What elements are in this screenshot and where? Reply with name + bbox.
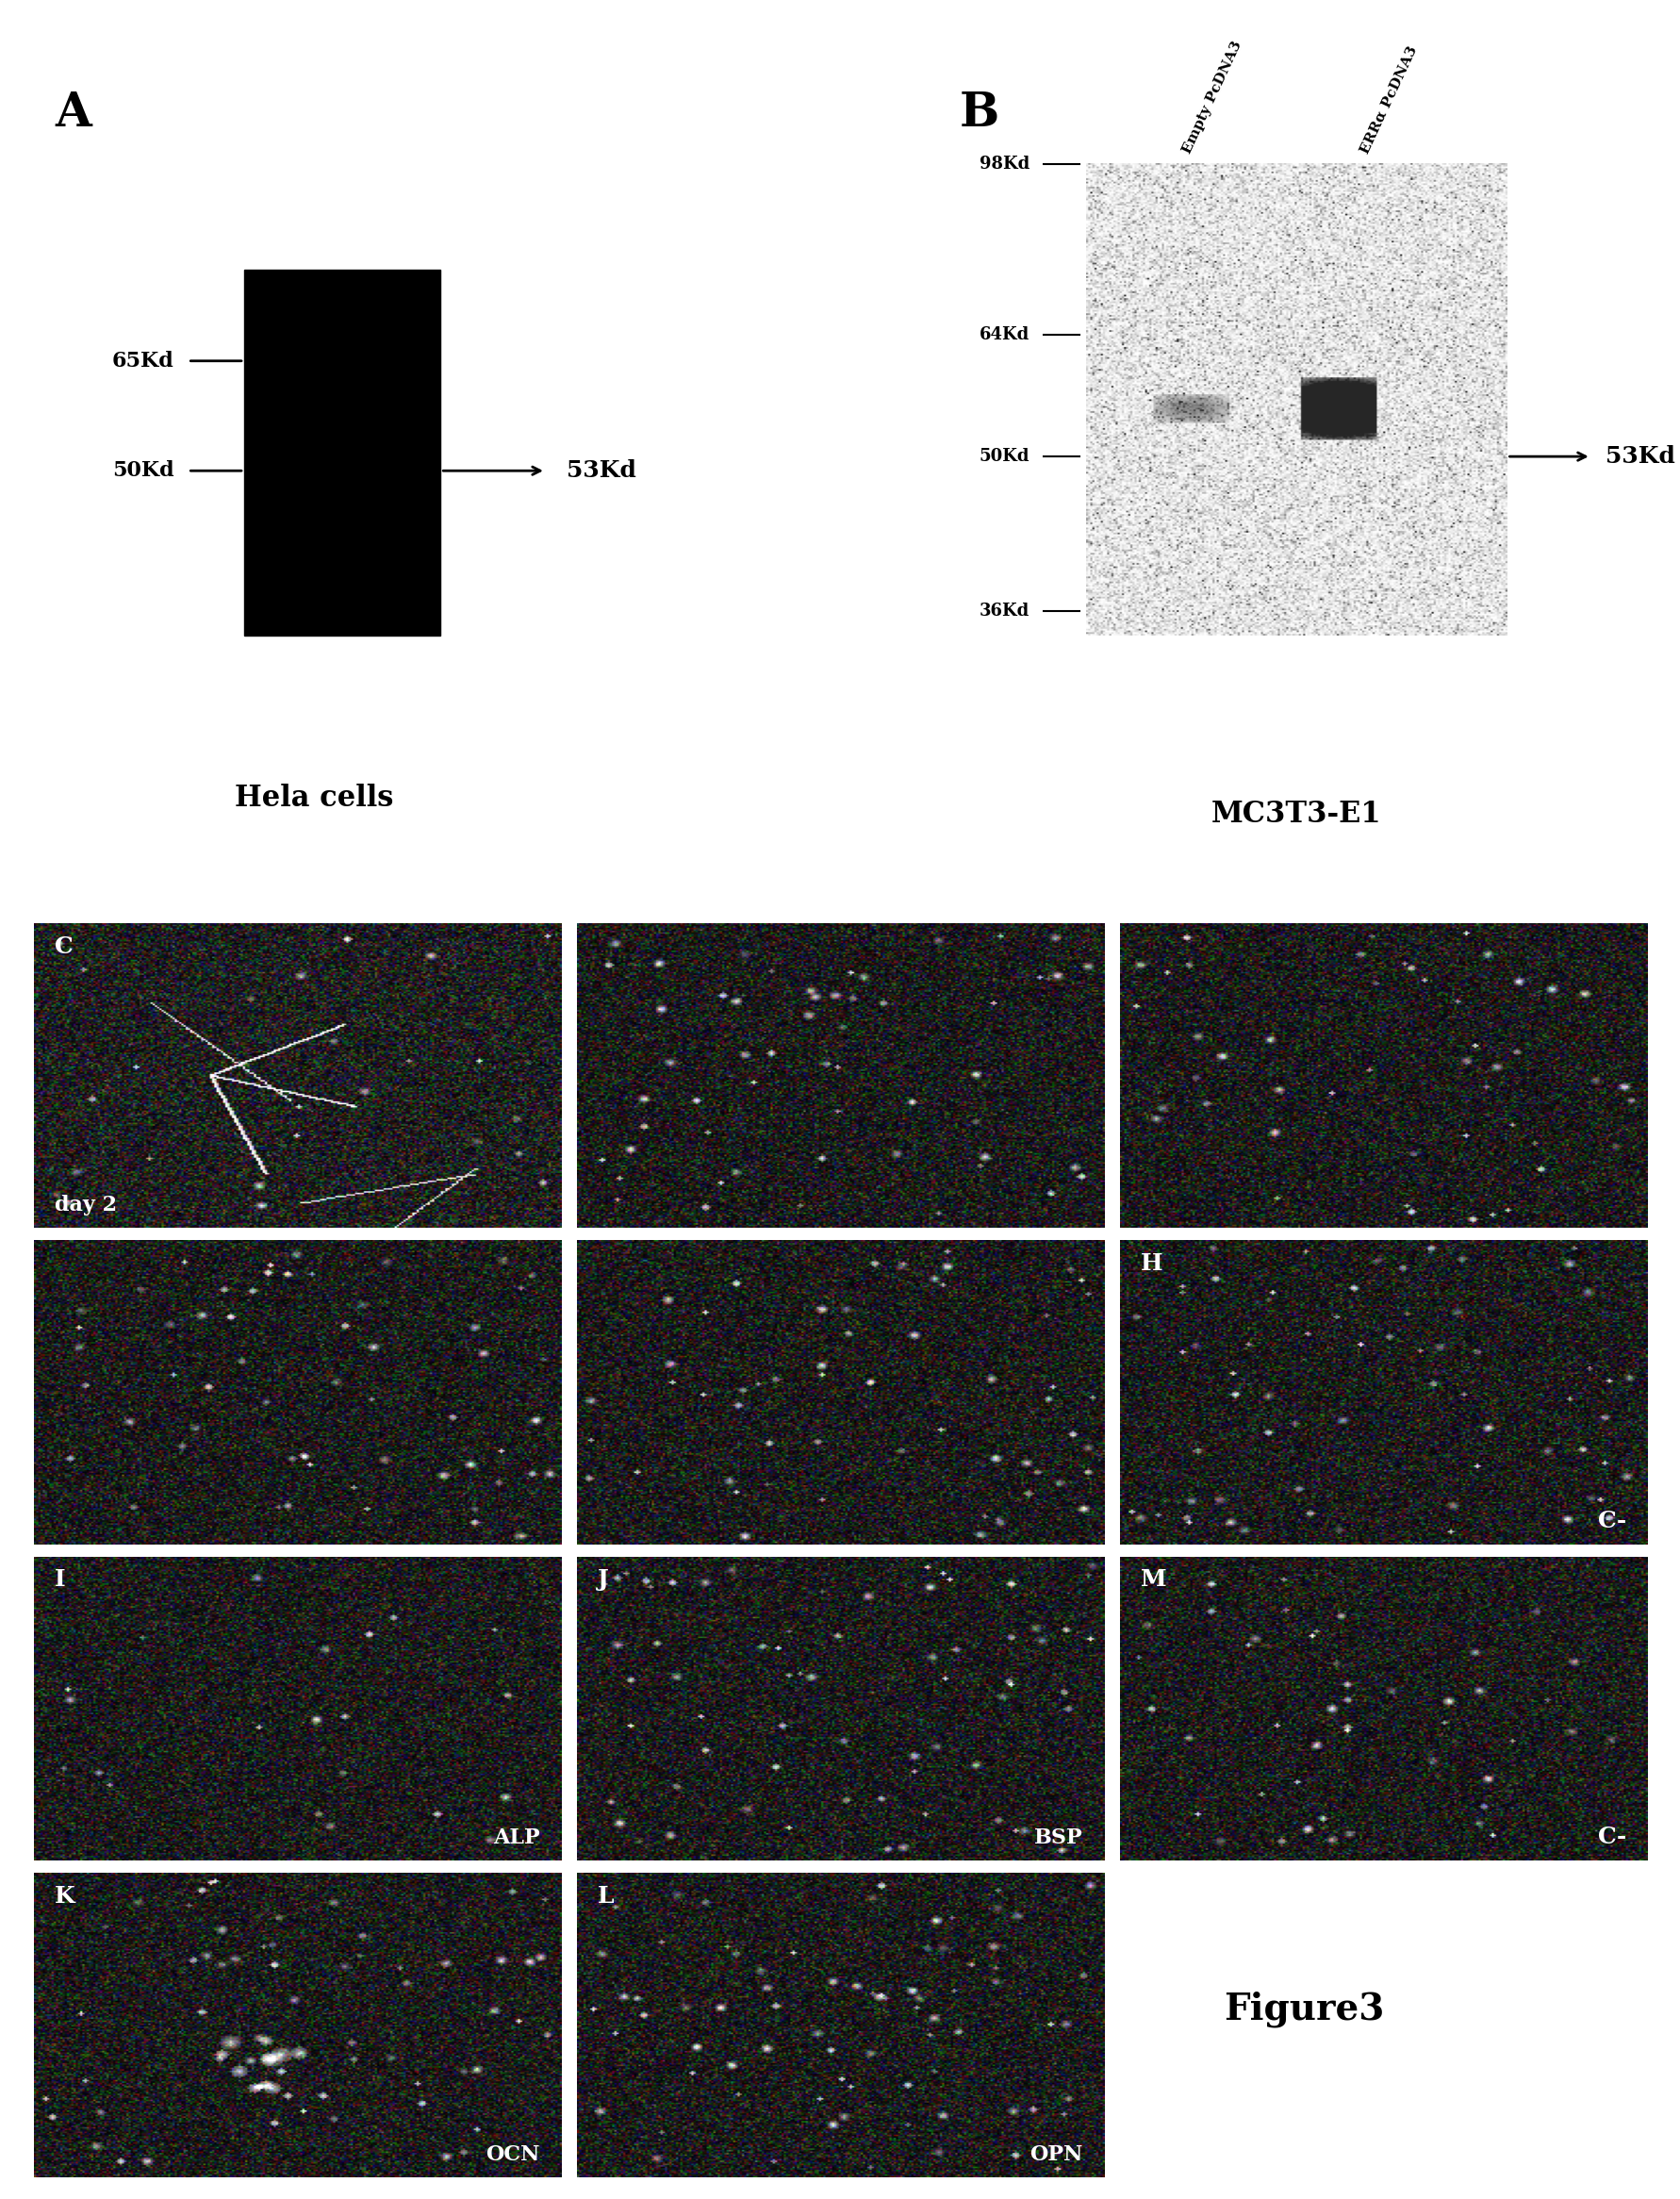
Text: 53Kd: 53Kd	[566, 460, 637, 482]
Text: 36Kd: 36Kd	[979, 603, 1030, 620]
Text: 98Kd: 98Kd	[979, 156, 1030, 172]
Text: I: I	[55, 1568, 66, 1592]
Text: H: H	[1141, 1251, 1163, 1275]
Text: L: L	[598, 1885, 615, 1907]
Text: 65Kd: 65Kd	[113, 350, 173, 372]
Text: Empty PcDNA3: Empty PcDNA3	[1179, 40, 1243, 156]
Text: C-: C-	[1596, 1825, 1625, 1849]
Text: BSP: BSP	[1033, 1827, 1082, 1849]
Text: ALP: ALP	[492, 1827, 539, 1849]
Text: B: B	[959, 90, 1000, 136]
Text: day 2: day 2	[55, 1194, 118, 1216]
Text: 53Kd: 53Kd	[1604, 444, 1673, 468]
Text: MC3T3-E1: MC3T3-E1	[1211, 800, 1381, 829]
Text: OPN: OPN	[1030, 2144, 1082, 2164]
Text: 50Kd: 50Kd	[979, 449, 1030, 464]
Text: 64Kd: 64Kd	[979, 325, 1030, 343]
Text: C: C	[55, 937, 74, 959]
Text: 50Kd: 50Kd	[113, 460, 173, 482]
Text: J: J	[598, 1568, 608, 1592]
Text: C-: C-	[1596, 1509, 1625, 1533]
Text: A: A	[55, 90, 91, 136]
Text: ERRα PcDNA3: ERRα PcDNA3	[1357, 44, 1420, 156]
Text: M: M	[1141, 1568, 1166, 1592]
Bar	[244, 268, 440, 636]
Text: K: K	[55, 1885, 76, 1907]
Text: OCN: OCN	[486, 2144, 539, 2164]
Text: Hela cells: Hela cells	[235, 783, 393, 814]
Text: Figure3: Figure3	[1223, 1992, 1384, 2027]
